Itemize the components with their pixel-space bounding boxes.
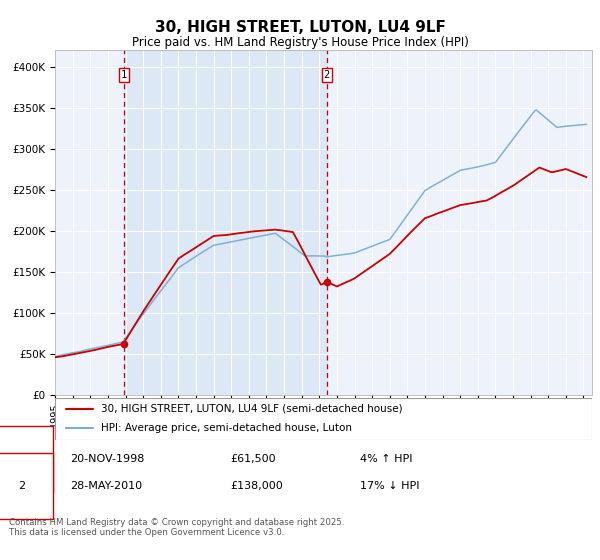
Text: 1: 1	[121, 70, 127, 80]
Text: 4% ↑ HPI: 4% ↑ HPI	[360, 454, 413, 464]
Text: 28-MAY-2010: 28-MAY-2010	[70, 481, 142, 491]
Text: Contains HM Land Registry data © Crown copyright and database right 2025.
This d: Contains HM Land Registry data © Crown c…	[9, 518, 344, 538]
Text: 17% ↓ HPI: 17% ↓ HPI	[360, 481, 419, 491]
Text: 2: 2	[19, 481, 26, 491]
Text: 30, HIGH STREET, LUTON, LU4 9LF: 30, HIGH STREET, LUTON, LU4 9LF	[155, 20, 445, 35]
Text: 30, HIGH STREET, LUTON, LU4 9LF (semi-detached house): 30, HIGH STREET, LUTON, LU4 9LF (semi-de…	[101, 404, 403, 414]
Text: HPI: Average price, semi-detached house, Luton: HPI: Average price, semi-detached house,…	[101, 423, 352, 433]
Text: 20-NOV-1998: 20-NOV-1998	[70, 454, 145, 464]
Bar	[124, 50, 326, 395]
FancyBboxPatch shape	[55, 398, 592, 440]
Text: £61,500: £61,500	[230, 454, 275, 464]
Text: 1: 1	[19, 454, 25, 464]
Text: Price paid vs. HM Land Registry's House Price Index (HPI): Price paid vs. HM Land Registry's House …	[131, 36, 469, 49]
Text: £138,000: £138,000	[230, 481, 283, 491]
Text: 2: 2	[323, 70, 329, 80]
